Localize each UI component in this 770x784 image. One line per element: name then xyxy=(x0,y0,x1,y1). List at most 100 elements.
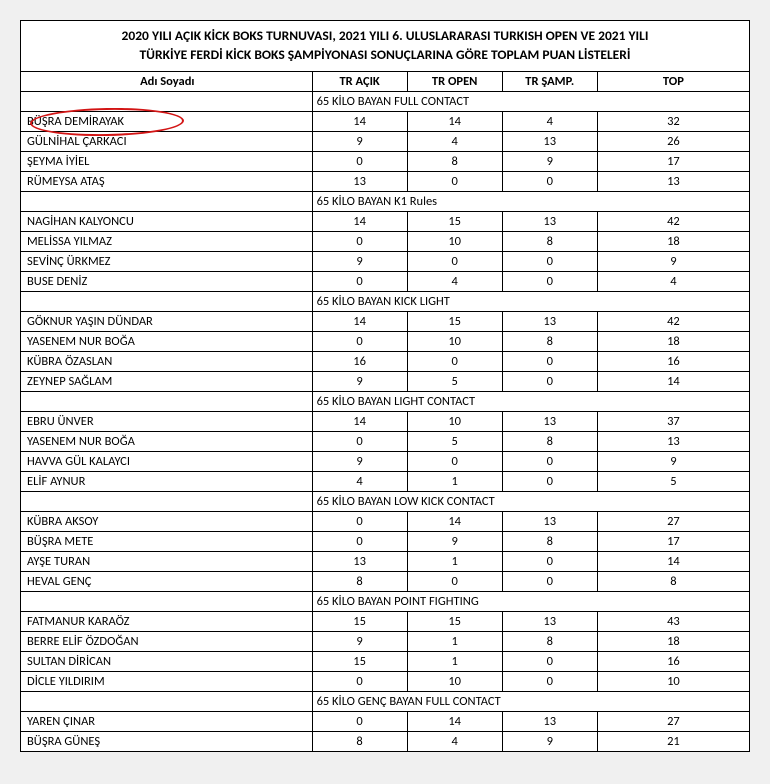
section-blank xyxy=(21,91,313,111)
score-cell: 0 xyxy=(312,151,407,171)
score-cell: 14 xyxy=(312,311,407,331)
table-row: BERRE ELİF ÖZDOĞAN91818 xyxy=(21,631,750,651)
col-header-tr-acik: TR AÇIK xyxy=(312,71,407,91)
table-row: SEVİNÇ ÜRKMEZ9009 xyxy=(21,251,750,271)
table-row: RÜMEYSA ATAŞ130013 xyxy=(21,171,750,191)
score-cell: 8 xyxy=(502,531,597,551)
athlete-name: NAGİHAN KALYONCU xyxy=(21,211,313,231)
total-cell: 16 xyxy=(597,351,749,371)
score-cell: 0 xyxy=(312,531,407,551)
score-cell: 0 xyxy=(407,171,502,191)
athlete-name: DİCLE YILDIRIM xyxy=(21,671,313,691)
table-row: NAGİHAN KALYONCU14151342 xyxy=(21,211,750,231)
total-cell: 43 xyxy=(597,611,749,631)
score-cell: 13 xyxy=(502,711,597,731)
score-cell: 0 xyxy=(502,551,597,571)
score-cell: 15 xyxy=(312,611,407,631)
table-row: FATMANUR KARAÖZ15151343 xyxy=(21,611,750,631)
score-cell: 13 xyxy=(502,511,597,531)
score-cell: 1 xyxy=(407,471,502,491)
total-cell: 18 xyxy=(597,631,749,651)
score-cell: 9 xyxy=(312,631,407,651)
athlete-name: SULTAN DİRİCAN xyxy=(21,651,313,671)
score-cell: 8 xyxy=(502,331,597,351)
section-blank xyxy=(21,691,313,711)
athlete-name: YASENEM NUR BOĞA xyxy=(21,331,313,351)
table-row: HAVVA GÜL KALAYCI9009 xyxy=(21,451,750,471)
table-row: KÜBRA ÖZASLAN160016 xyxy=(21,351,750,371)
score-cell: 14 xyxy=(312,411,407,431)
table-row: DİCLE YILDIRIM010010 xyxy=(21,671,750,691)
table-row: SULTAN DİRİCAN151016 xyxy=(21,651,750,671)
total-cell: 27 xyxy=(597,711,749,731)
total-cell: 9 xyxy=(597,251,749,271)
section-blank xyxy=(21,291,313,311)
score-cell: 16 xyxy=(312,351,407,371)
score-cell: 0 xyxy=(502,251,597,271)
score-cell: 10 xyxy=(407,671,502,691)
table-row: ZEYNEP SAĞLAM95014 xyxy=(21,371,750,391)
score-cell: 10 xyxy=(407,331,502,351)
total-cell: 42 xyxy=(597,211,749,231)
score-cell: 13 xyxy=(502,211,597,231)
score-cell: 0 xyxy=(312,711,407,731)
score-cell: 0 xyxy=(407,351,502,371)
table-row: KÜBRA AKSOY0141327 xyxy=(21,511,750,531)
athlete-name: KÜBRA AKSOY xyxy=(21,511,313,531)
athlete-name: BÜŞRA GÜNEŞ xyxy=(21,731,313,751)
table-row: YASENEM NUR BOĞA010818 xyxy=(21,331,750,351)
score-cell: 0 xyxy=(502,371,597,391)
score-cell: 14 xyxy=(407,111,502,131)
score-cell: 1 xyxy=(407,631,502,651)
table-row: YAREN ÇINAR0141327 xyxy=(21,711,750,731)
score-cell: 4 xyxy=(502,111,597,131)
score-cell: 8 xyxy=(502,631,597,651)
total-cell: 37 xyxy=(597,411,749,431)
athlete-name: BERRE ELİF ÖZDOĞAN xyxy=(21,631,313,651)
score-cell: 4 xyxy=(407,731,502,751)
total-cell: 18 xyxy=(597,331,749,351)
table-row: BÜŞRA DEMİRAYAK1414432 xyxy=(21,111,750,131)
score-cell: 8 xyxy=(312,731,407,751)
score-cell: 9 xyxy=(312,371,407,391)
score-cell: 0 xyxy=(502,271,597,291)
score-cell: 1 xyxy=(407,651,502,671)
athlete-name: ELİF AYNUR xyxy=(21,471,313,491)
score-cell: 14 xyxy=(407,511,502,531)
athlete-name: YASENEM NUR BOĞA xyxy=(21,431,313,451)
table-row: HEVAL GENÇ8008 xyxy=(21,571,750,591)
score-cell: 0 xyxy=(407,451,502,471)
score-cell: 0 xyxy=(502,451,597,471)
section-blank xyxy=(21,391,313,411)
athlete-name: RÜMEYSA ATAŞ xyxy=(21,171,313,191)
table-row: EBRU ÜNVER14101337 xyxy=(21,411,750,431)
athlete-name: ZEYNEP SAĞLAM xyxy=(21,371,313,391)
score-cell: 8 xyxy=(502,231,597,251)
total-cell: 5 xyxy=(597,471,749,491)
score-cell: 14 xyxy=(312,111,407,131)
table-row: ŞEYMA İYİEL08917 xyxy=(21,151,750,171)
score-cell: 0 xyxy=(502,671,597,691)
section-label: 65 KİLO BAYAN KICK LIGHT xyxy=(312,291,749,311)
score-cell: 5 xyxy=(407,431,502,451)
total-cell: 18 xyxy=(597,231,749,251)
athlete-name: ŞEYMA İYİEL xyxy=(21,151,313,171)
total-cell: 32 xyxy=(597,111,749,131)
total-cell: 13 xyxy=(597,431,749,451)
score-cell: 13 xyxy=(502,131,597,151)
document-page: 2020 YILI AÇIK KİCK BOKS TURNUVASI, 2021… xyxy=(20,20,750,752)
table-row: BÜŞRA GÜNEŞ84921 xyxy=(21,731,750,751)
total-cell: 16 xyxy=(597,651,749,671)
section-blank xyxy=(21,591,313,611)
section-label: 65 KİLO BAYAN POINT FIGHTING xyxy=(312,591,749,611)
score-cell: 10 xyxy=(407,231,502,251)
score-cell: 14 xyxy=(312,211,407,231)
section-label: 65 KİLO GENÇ BAYAN FULL CONTACT xyxy=(312,691,749,711)
score-cell: 8 xyxy=(312,571,407,591)
total-cell: 13 xyxy=(597,171,749,191)
section-label: 65 KİLO BAYAN LIGHT CONTACT xyxy=(312,391,749,411)
athlete-name: EBRU ÜNVER xyxy=(21,411,313,431)
score-cell: 9 xyxy=(502,731,597,751)
athlete-name: AYŞE TURAN xyxy=(21,551,313,571)
score-cell: 0 xyxy=(407,251,502,271)
